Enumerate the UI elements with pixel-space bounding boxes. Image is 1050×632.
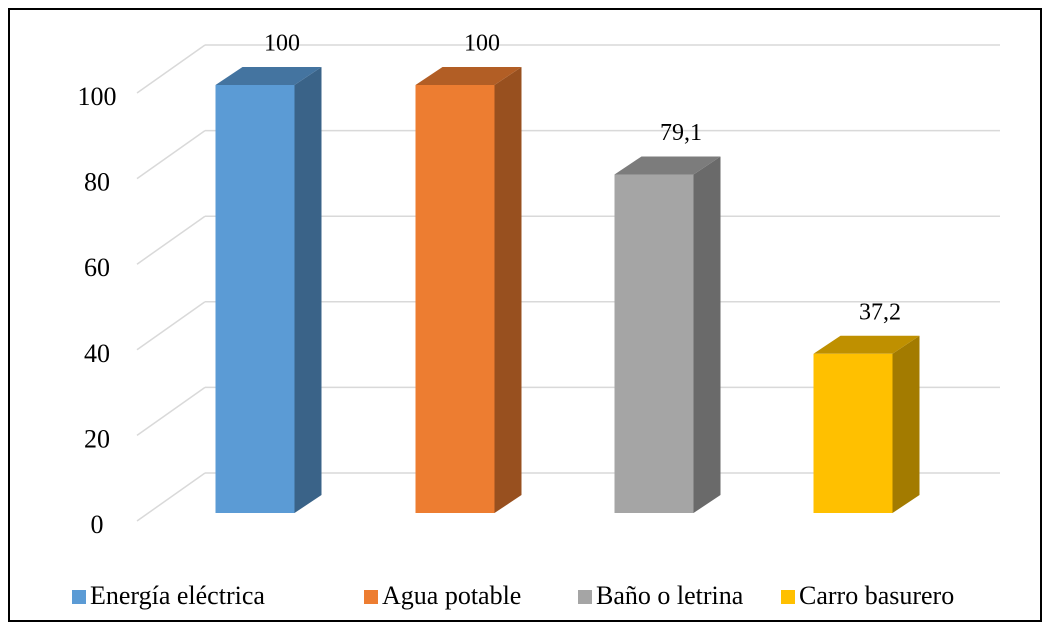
data-label: 79,1 [660, 120, 702, 146]
bar [614, 174, 694, 513]
legend-swatch [781, 590, 795, 604]
bar-side [693, 156, 721, 513]
bar-top [813, 335, 920, 354]
y-tick-label: 0 [91, 510, 104, 539]
grid-line-floor [136, 301, 206, 351]
y-tick-label: 100 [78, 82, 117, 111]
bar-side [892, 335, 920, 513]
legend-label: Agua potable [382, 581, 521, 610]
y-tick-label: 60 [84, 253, 110, 282]
grid-line-floor [136, 472, 206, 522]
bar-side [494, 67, 522, 513]
data-label: 37,2 [859, 299, 901, 325]
legend-label: Baño o letrina [596, 581, 744, 610]
grid-line-floor [136, 386, 206, 437]
grid-line-floor [136, 129, 206, 180]
bar [415, 85, 495, 513]
bar-side [294, 67, 322, 513]
y-tick-label: 20 [84, 424, 110, 453]
legend-label: Energía eléctrica [90, 581, 265, 610]
data-label: 100 [264, 31, 300, 57]
bar [813, 353, 893, 513]
bar-top [614, 156, 721, 175]
grid-line-floor [136, 44, 206, 94]
legend-swatch [578, 590, 592, 604]
legend-label: Carro basurero [799, 581, 954, 610]
data-label: 100 [464, 31, 500, 57]
bar-top [215, 67, 322, 85]
y-tick-label: 80 [84, 168, 110, 197]
grid-line-floor [136, 215, 206, 265]
chart-border [8, 8, 1042, 622]
y-tick-label: 40 [84, 339, 110, 368]
bar [215, 85, 295, 513]
bar-top [415, 67, 522, 85]
legend-swatch [364, 590, 378, 604]
legend-swatch [72, 590, 86, 604]
